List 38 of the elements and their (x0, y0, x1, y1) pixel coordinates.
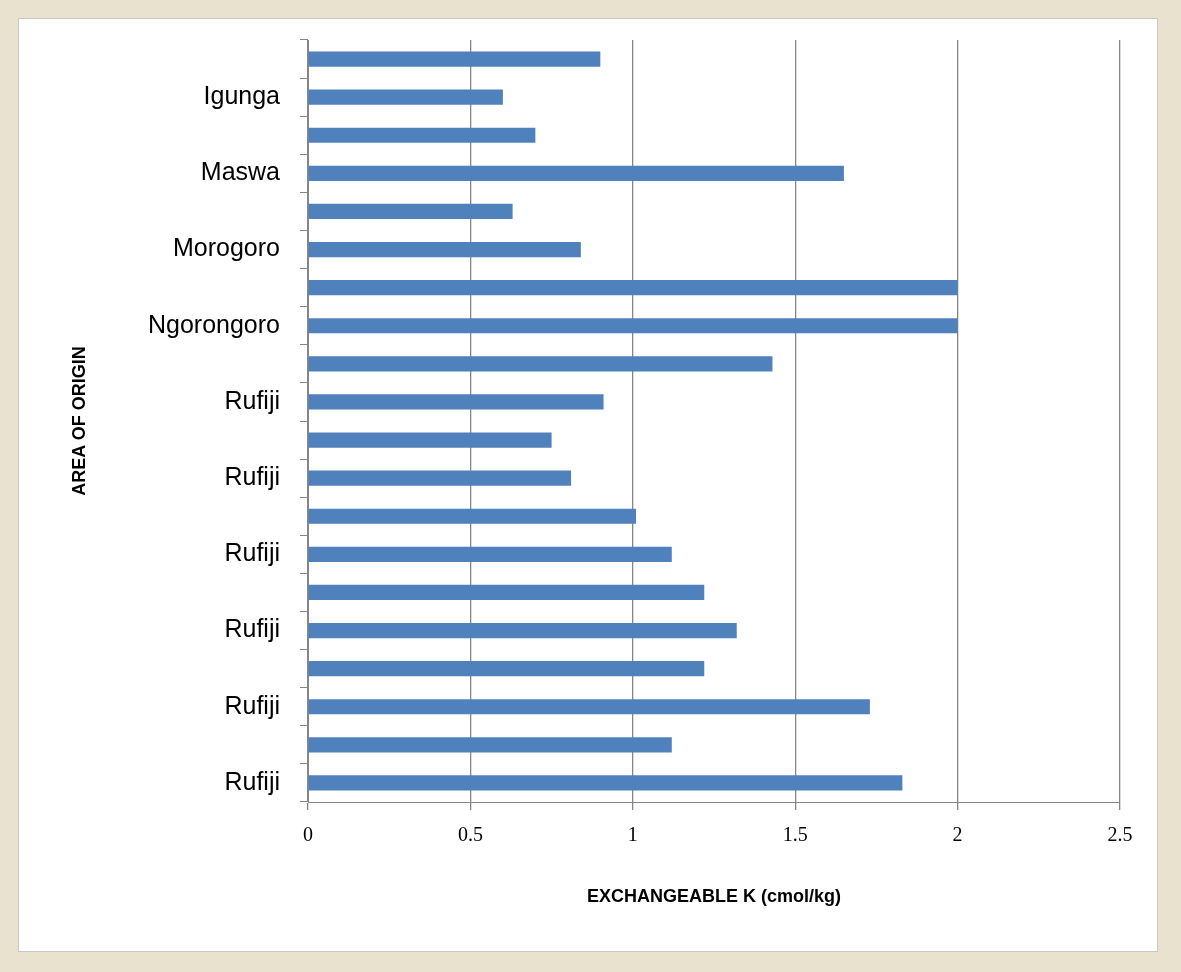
x-tick-label: 1.5 (782, 823, 808, 846)
bar (308, 661, 705, 677)
x-tick-label: 2 (952, 823, 963, 846)
bar (308, 394, 604, 410)
y-tick-label: Morogoro (173, 233, 280, 262)
y-tick-label: Rufiji (224, 385, 280, 414)
bar (308, 89, 503, 105)
bar (308, 775, 903, 791)
x-tick-label: 0.5 (457, 823, 483, 846)
bar (308, 432, 552, 448)
y-tick-label: Rufiji (224, 690, 280, 719)
bar (308, 280, 958, 296)
y-tick-label: Rufiji (224, 538, 280, 567)
y-tick-label: Rufiji (224, 462, 280, 491)
y-tick-label: Rufiji (224, 614, 280, 643)
bar (308, 584, 705, 601)
y-tick-label: Igunga (203, 81, 281, 110)
bar (308, 203, 513, 220)
y-tick-label: Rufiji (224, 766, 280, 795)
bar (308, 737, 672, 753)
x-axis-title: EXCHANGEABLE K (cmol/kg) (586, 886, 842, 907)
x-tick-label: 0 (303, 823, 313, 846)
bar (308, 508, 637, 524)
bar (308, 546, 672, 562)
bar (308, 127, 536, 143)
bar (308, 318, 958, 334)
y-tick-label: Ngorongoro (147, 309, 280, 338)
x-tick-label: 2.5 (1107, 823, 1133, 846)
bar (308, 241, 581, 258)
bar (308, 470, 572, 486)
bar (308, 699, 870, 715)
bar (308, 356, 773, 372)
x-tick-label: 1 (627, 823, 638, 846)
y-tick-label: Maswa (200, 157, 281, 186)
bar (308, 51, 601, 67)
bar (308, 622, 737, 639)
bar (308, 165, 844, 181)
y-axis-title: AREA OF ORIGIN (68, 346, 89, 496)
